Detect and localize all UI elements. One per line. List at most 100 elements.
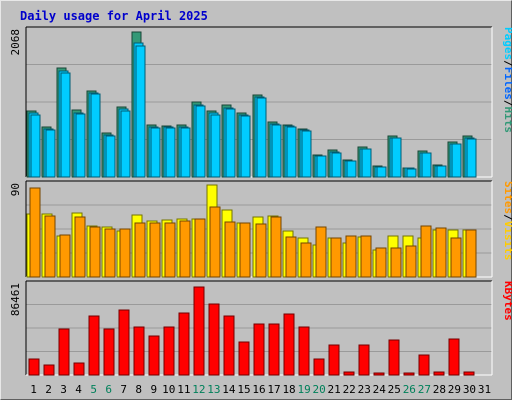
- x-tick-label: 29: [448, 383, 461, 396]
- bar-sites-day-17: [270, 216, 282, 278]
- bar-pages-day-9: [150, 127, 161, 178]
- x-tick-label: 20: [313, 383, 326, 396]
- bar-sites-day-23: [360, 235, 372, 278]
- x-tick-label: 7: [120, 383, 127, 396]
- bar-sites-day-27: [420, 225, 432, 278]
- bar-pages-day-28: [436, 165, 447, 178]
- bar-pages-day-23: [361, 148, 372, 178]
- bar-pages-day-15: [240, 115, 251, 178]
- x-tick-label: 16: [252, 383, 265, 396]
- bar-sites-day-6: [104, 228, 116, 278]
- bar-sites-day-21: [330, 237, 342, 278]
- chart-panels: 2068Pages/Files/Hits90Sites/Visits86461K…: [9, 26, 512, 376]
- bar-sites-day-5: [89, 226, 101, 278]
- legend-pages: Pages: [502, 27, 512, 60]
- bar-sites-day-2: [44, 215, 56, 278]
- bar-kbytes-day-8: [133, 326, 145, 376]
- bar-sites-day-1: [29, 187, 41, 278]
- x-tick-label: 22: [343, 383, 356, 396]
- bar-pages-day-2: [45, 129, 56, 178]
- bar-kbytes-day-6: [103, 328, 115, 376]
- bar-sites-day-13: [209, 206, 221, 278]
- bar-kbytes-day-23: [358, 344, 370, 376]
- x-tick-label: 1: [30, 383, 37, 396]
- legend-separator: /: [502, 60, 512, 67]
- x-tick-label: 17: [267, 383, 280, 396]
- x-tick-label: 31: [478, 383, 491, 396]
- x-tick-label: 13: [207, 383, 220, 396]
- bar-kbytes-day-22: [343, 371, 355, 376]
- legend-separator: /: [502, 214, 512, 221]
- x-tick-label: 14: [222, 383, 236, 396]
- x-tick-label: 4: [75, 383, 82, 396]
- bar-pages-day-21: [331, 152, 342, 178]
- x-tick-label: 28: [433, 383, 446, 396]
- bar-kbytes-day-27: [418, 354, 430, 376]
- legend-hits: Hits: [502, 107, 512, 134]
- bar-kbytes-day-9: [148, 335, 160, 376]
- legend-sites: Sites: [502, 181, 512, 214]
- x-tick-label: 11: [177, 383, 190, 396]
- bar-sites-day-8: [134, 222, 146, 278]
- bar-kbytes-day-11: [178, 312, 190, 376]
- bar-sites-day-3: [59, 234, 71, 278]
- bar-sites-day-24: [375, 247, 387, 278]
- x-tick-label: 18: [282, 383, 295, 396]
- bar-pages-day-8: [135, 45, 146, 178]
- bar-sites-day-10: [164, 222, 176, 278]
- bar-pages-day-11: [180, 127, 191, 178]
- bar-pages-day-3: [60, 72, 71, 178]
- bar-sites-day-9: [149, 222, 161, 278]
- bar-pages-day-16: [256, 97, 267, 178]
- bar-sites-day-7: [119, 228, 131, 278]
- bar-kbytes-day-12: [193, 286, 205, 376]
- bar-kbytes-day-16: [253, 323, 265, 376]
- bar-pages-day-25: [391, 137, 402, 178]
- x-tick-label: 24: [373, 383, 387, 396]
- bar-kbytes-day-3: [58, 328, 70, 376]
- bar-pages-day-4: [75, 113, 86, 178]
- bar-kbytes-day-7: [118, 309, 130, 376]
- bar-sites-day-15: [239, 222, 251, 278]
- bar-pages-day-19: [301, 130, 312, 178]
- x-axis: 1 2 3 4 5 6 7 8 9 10 11 12 13 14 15 16 17 18 19 20 21 22 23 24 2…: [30, 383, 491, 396]
- legend-kbytes: KBytes: [502, 281, 512, 321]
- x-tick-label: 19: [297, 383, 310, 396]
- x-tick-label: 26: [403, 383, 416, 396]
- bar-pages-day-10: [165, 127, 176, 178]
- y-tick-label: 2068: [9, 29, 22, 56]
- x-tick-label: 6: [105, 383, 112, 396]
- bar-pages-day-22: [346, 160, 357, 178]
- x-tick-label: 8: [135, 383, 142, 396]
- bar-pages-day-1: [30, 114, 41, 178]
- x-tick-label: 5: [90, 383, 97, 396]
- legend-separator: /: [502, 100, 512, 107]
- bar-pages-day-14: [225, 108, 236, 178]
- bar-pages-day-13: [210, 114, 221, 178]
- bar-kbytes-day-29: [448, 338, 460, 376]
- bar-pages-day-6: [105, 135, 116, 178]
- bar-kbytes-day-20: [313, 358, 325, 376]
- bar-sites-day-18: [285, 236, 297, 278]
- x-tick-label: 30: [463, 383, 476, 396]
- bar-kbytes-day-18: [283, 313, 295, 376]
- bar-pages-day-12: [195, 105, 206, 178]
- bar-kbytes-day-24: [373, 372, 385, 376]
- chart-title: Daily usage for April 2025: [20, 9, 208, 23]
- bar-kbytes-day-15: [238, 341, 250, 376]
- bar-sites-day-12: [194, 218, 206, 278]
- bar-pages-day-17: [271, 124, 282, 178]
- bar-sites-day-22: [345, 235, 357, 278]
- bar-kbytes-day-30: [463, 371, 475, 376]
- bar-kbytes-day-19: [298, 326, 310, 376]
- bar-kbytes-day-1: [28, 358, 40, 376]
- bar-kbytes-day-10: [163, 326, 175, 376]
- y-tick-label: 86461: [9, 283, 22, 316]
- panel-kbytes: 86461 KBytes: [9, 280, 512, 376]
- bar-kbytes-day-13: [208, 303, 220, 376]
- bar-kbytes-day-5: [88, 315, 100, 376]
- bar-sites-day-26: [405, 245, 417, 278]
